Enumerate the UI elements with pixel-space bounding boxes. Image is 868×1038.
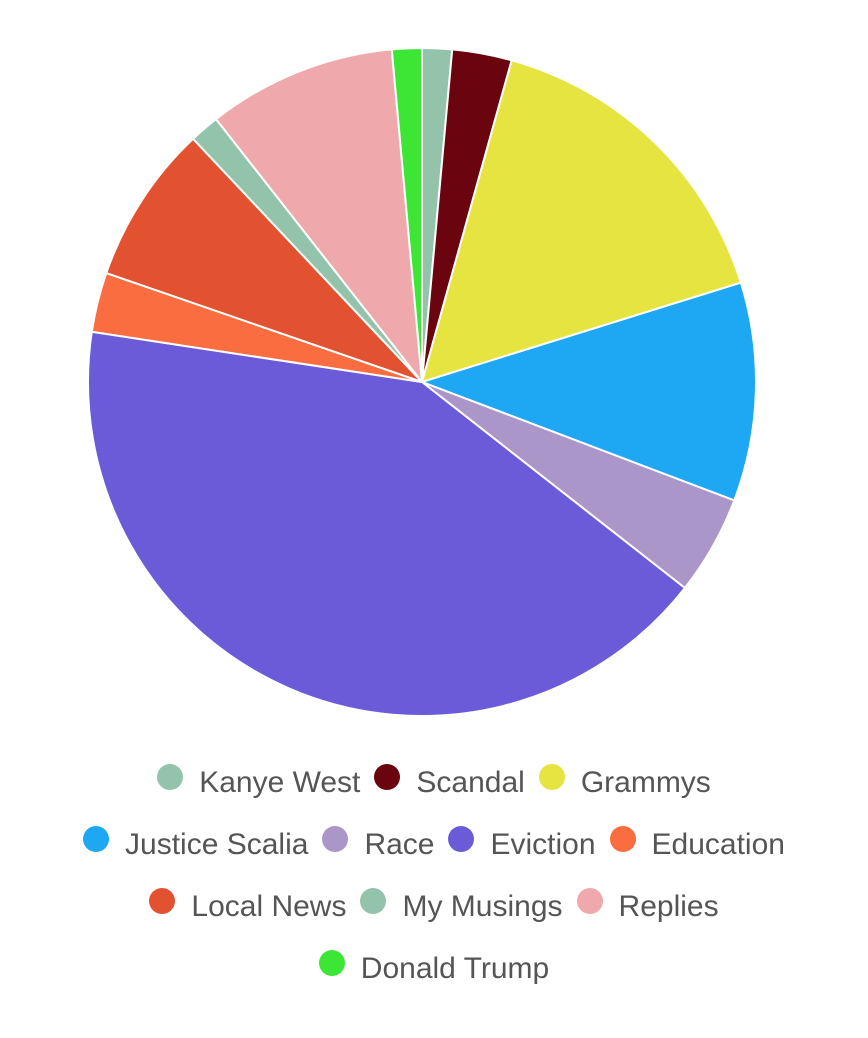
legend-item-education[interactable]: Education <box>609 826 785 862</box>
pie-slice-justice-scalia[interactable] <box>421 281 757 502</box>
legend-label-eviction: Eviction <box>490 828 596 861</box>
pie-slice-grammys[interactable] <box>421 59 742 383</box>
legend-label-donald-trump: Donald Trump <box>360 952 550 985</box>
legend-item-grammys[interactable]: Grammys <box>538 764 711 800</box>
legend-swatch-replies <box>576 888 603 914</box>
pie-slice-eviction[interactable] <box>87 330 686 718</box>
pie-slice-local-news[interactable] <box>105 137 423 383</box>
legend-label-local-news: Local News <box>191 890 347 923</box>
legend-swatch-local-news <box>149 888 176 914</box>
legend-swatch-scandal <box>374 764 401 790</box>
legend-swatch-education <box>609 826 636 852</box>
legend-item-kanye-west[interactable]: Kanye West <box>157 764 361 800</box>
legend-item-local-news[interactable]: Local News <box>149 888 347 924</box>
legend-label-replies: Replies <box>618 890 719 923</box>
pie-chart-plot <box>87 47 757 718</box>
legend-swatch-grammys <box>538 764 565 790</box>
legend-item-race[interactable]: Race <box>322 826 435 862</box>
legend-swatch-kanye-west <box>157 764 184 790</box>
legend-swatch-donald-trump <box>318 950 345 976</box>
legend-swatch-eviction <box>448 826 475 852</box>
legend-row: Donald Trump <box>0 938 868 1000</box>
legend-label-justice-scalia: Justice Scalia <box>125 828 309 861</box>
legend-label-race: Race <box>364 828 435 861</box>
chart-legend: Kanye West Scandal Grammys Justice Scali… <box>0 752 868 1000</box>
legend-swatch-my-musings <box>360 888 387 914</box>
legend-item-scandal[interactable]: Scandal <box>374 764 525 800</box>
pie-slice-donald-trump[interactable] <box>390 47 423 383</box>
legend-swatch-race <box>322 826 349 852</box>
legend-item-my-musings[interactable]: My Musings <box>360 888 563 924</box>
legend-label-my-musings: My Musings <box>402 890 563 923</box>
legend-row: Justice Scalia Race Eviction Education <box>0 814 868 876</box>
legend-label-kanye-west: Kanye West <box>199 766 361 799</box>
legend-item-justice-scalia[interactable]: Justice Scalia <box>83 826 309 862</box>
legend-item-replies[interactable]: Replies <box>576 888 719 924</box>
legend-row: Kanye West Scandal Grammys <box>0 752 868 814</box>
legend-item-donald-trump[interactable]: Donald Trump <box>318 950 550 986</box>
legend-row: Local News My Musings Replies <box>0 876 868 938</box>
pie-slice-replies[interactable] <box>215 48 423 383</box>
legend-label-education: Education <box>651 828 785 861</box>
legend-item-eviction[interactable]: Eviction <box>448 826 596 862</box>
legend-label-scandal: Scandal <box>416 766 525 799</box>
legend-label-grammys: Grammys <box>580 766 711 799</box>
legend-swatch-justice-scalia <box>83 826 110 852</box>
